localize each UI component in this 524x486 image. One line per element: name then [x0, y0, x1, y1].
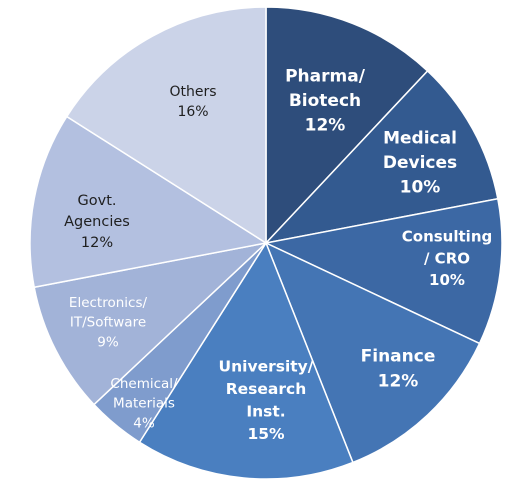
pie-labels: Pharma/Biotech 12%Medical Devices 10%Consul… [64, 66, 492, 443]
pie-slice-8 [65, 6, 267, 245]
pie-slice-category: / CRO [424, 249, 470, 267]
pie-slice-value: 12% [305, 116, 346, 136]
pie-slice-value: 9% [97, 334, 119, 350]
pie-slice-value: 4% [133, 415, 155, 431]
pie-slice-3 [264, 241, 481, 464]
pie-slice-category: Inst. [246, 403, 285, 421]
pie-slice-category: Research [226, 380, 307, 398]
pie-slice-category: Materials [113, 396, 175, 412]
pie-slice-category: Finance [361, 347, 436, 367]
pie-slice-value: 12% [378, 371, 419, 391]
pie-slice-label-5: Chemical/Materials 4% [110, 376, 178, 431]
pie-slice-4 [138, 241, 354, 480]
pie-slice-label-3: Finance 12% [361, 347, 436, 392]
pie-slice-label-4: University/Research Inst. 15% [219, 358, 314, 443]
pie-slice-label-8: Others 16% [169, 84, 216, 120]
pie-slice-6 [33, 241, 269, 406]
pie-slice-value: 16% [177, 104, 208, 120]
pie-slice-category: Agencies [64, 214, 130, 230]
pie-slice-value: 12% [81, 235, 113, 251]
pie-slice-label-2: Consulting / CRO 10% [402, 228, 492, 290]
pie-slice-value: 10% [400, 178, 441, 198]
pie-slice-value: 15% [247, 425, 285, 443]
pie-slice-category: Others [169, 84, 216, 100]
pie-slice-category: University/ [219, 358, 314, 376]
pie-slice-category: Consulting [402, 228, 492, 246]
pie-slice-category: IT/Software [70, 315, 146, 331]
pie-slice-label-7: Govt. Agencies 12% [64, 193, 130, 251]
pie-slices [29, 6, 503, 480]
pie-slice-category: Pharma/ [285, 66, 366, 86]
pie-slice-1 [263, 69, 499, 245]
pie-slice-category: Devices [383, 153, 457, 173]
pie-slice-7 [29, 115, 269, 289]
pie-slice-label-1: Medical Devices 10% [383, 128, 457, 197]
pie-slice-category: Electronics/ [69, 295, 148, 311]
pie-slice-value: 10% [429, 271, 465, 289]
pie-slice-label-6: Electronics/IT/Software 9% [69, 295, 148, 350]
pie-slice-0 [265, 6, 429, 245]
pie-slice-category: Chemical/ [110, 376, 178, 392]
pie-slice-category: Govt. [78, 193, 117, 209]
pie-slice-2 [263, 197, 503, 345]
pie-slice-label-0: Pharma/Biotech 12% [285, 66, 366, 135]
pie-slice-category: Biotech [289, 91, 361, 111]
pie-slice-category: Medical [383, 128, 457, 148]
